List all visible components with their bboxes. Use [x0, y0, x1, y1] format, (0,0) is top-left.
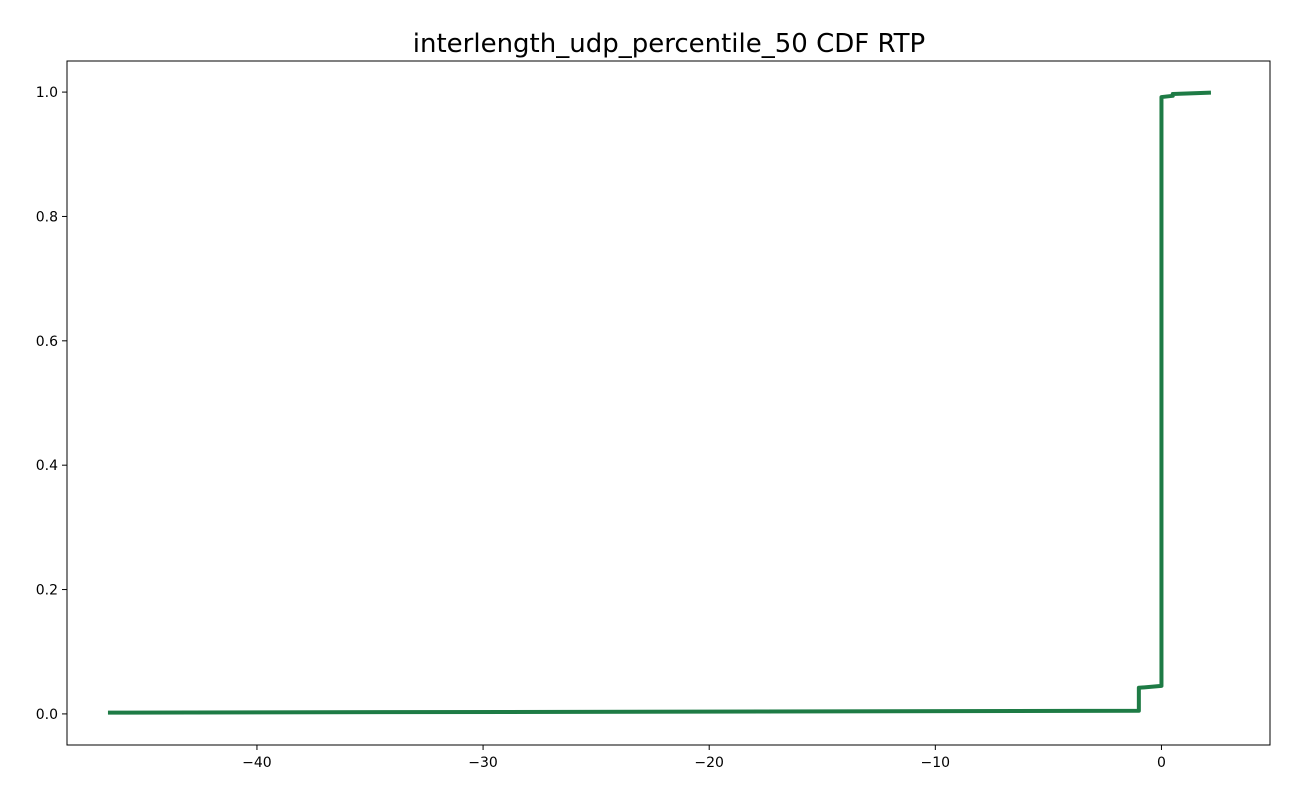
- y-tick-label: 0.8: [36, 209, 58, 225]
- y-tick-label: 0.4: [36, 458, 58, 474]
- x-tick-label: −30: [468, 755, 498, 771]
- y-tick-label: 1.0: [36, 85, 58, 101]
- x-tick-label: −20: [694, 755, 724, 771]
- x-tick-label: −40: [242, 755, 272, 771]
- series-line-0: [107, 90, 1212, 715]
- chart-title: interlength_udp_percentile_50 CDF RTP: [413, 29, 925, 59]
- y-tick-label: 0.6: [36, 334, 58, 350]
- x-tick-label: 0: [1157, 755, 1166, 771]
- axes-frame: [66, 60, 1271, 746]
- y-tick-label: 0.2: [36, 583, 58, 599]
- y-axis: 0.0 0.2 0.4 0.6 0.8 1.0: [36, 85, 67, 723]
- x-tick-label: −10: [921, 755, 951, 771]
- y-tick-label: 0.0: [36, 707, 58, 723]
- plot-area: [107, 90, 1212, 715]
- x-axis: −40 −30 −20 −10 0: [242, 745, 1166, 771]
